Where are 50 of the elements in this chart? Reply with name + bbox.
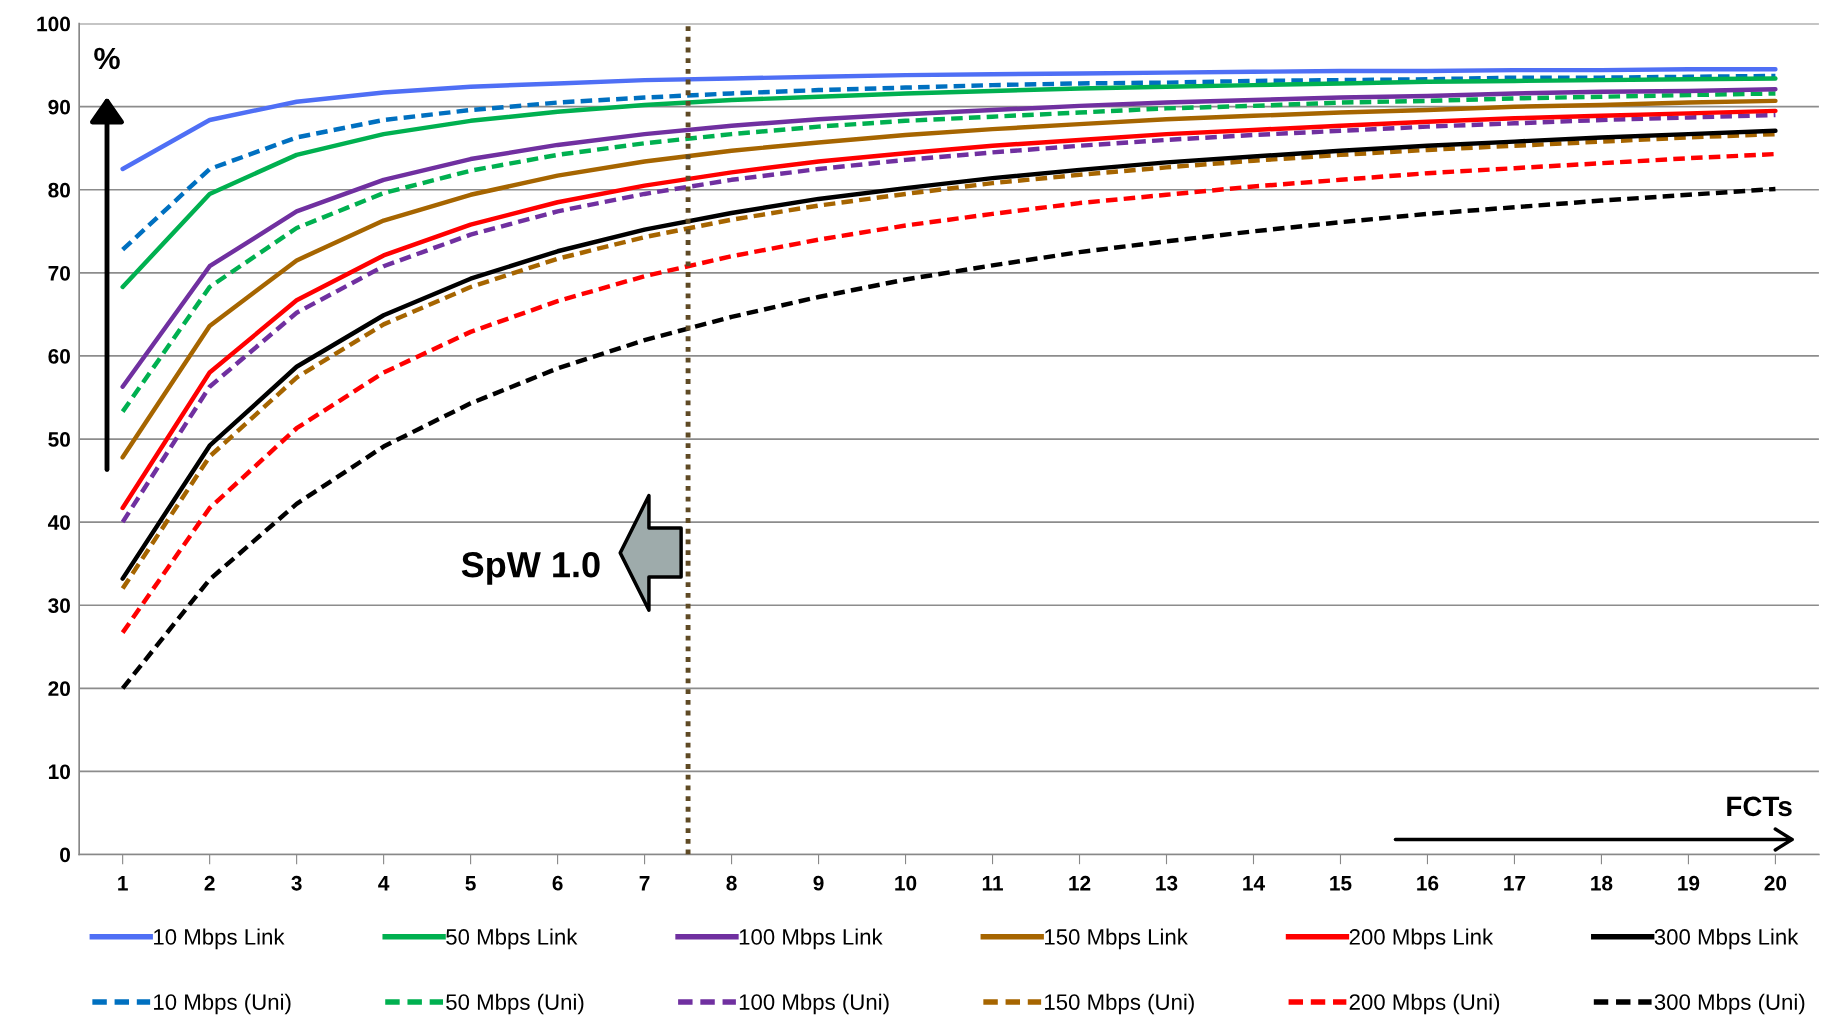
legend-label: 50 Mbps Link xyxy=(446,928,578,950)
x-tick-label: 16 xyxy=(1417,875,1439,891)
line-series xyxy=(120,73,1778,252)
annotation: FCTs xyxy=(1727,796,1792,817)
annotation: % xyxy=(94,47,120,70)
x-tick-label: 9 xyxy=(813,875,824,891)
legend-label: 200 Mbps (Uni) xyxy=(1349,993,1500,1015)
x-tick-label: 15 xyxy=(1330,876,1352,891)
legend-label: 150 Mbps Link xyxy=(1045,928,1188,950)
y-tick-label: 80 xyxy=(48,182,70,198)
x-tick-label: 10 xyxy=(895,875,917,891)
legend-label: 10 Mbps (Uni) xyxy=(154,993,291,1015)
x-tick-label: 19 xyxy=(1678,875,1700,891)
legend-label: 10 Mbps Link xyxy=(154,928,285,950)
x-tick-label: 7 xyxy=(639,876,650,891)
x-tick-label: 2 xyxy=(204,875,215,891)
legend-label: 100 Mbps Link xyxy=(739,928,883,950)
y-tick-label: 0 xyxy=(60,847,70,863)
legend-label: 50 Mbps (Uni) xyxy=(446,993,584,1015)
legend-label: 150 Mbps (Uni) xyxy=(1045,993,1194,1015)
y-tick-label: 100 xyxy=(37,16,70,32)
x-tick-label: 14 xyxy=(1243,876,1265,891)
y-tick-label: 50 xyxy=(48,432,70,447)
annotation: SpW 1.0 xyxy=(461,551,600,585)
x-tick-label: 4 xyxy=(378,876,390,891)
y-tick-label: 30 xyxy=(48,598,70,613)
line-series xyxy=(120,76,1778,290)
x-tick-label: 18 xyxy=(1591,875,1613,891)
x-tick-label: 17 xyxy=(1504,876,1526,891)
x-tick-label: 5 xyxy=(465,876,476,891)
x-tick-label: 12 xyxy=(1069,875,1091,891)
line-series xyxy=(120,67,1778,172)
x-tick-label: 11 xyxy=(982,876,1003,891)
y-tick-label: 70 xyxy=(48,265,70,281)
x-tick-label: 3 xyxy=(291,875,302,891)
x-tick-label: 6 xyxy=(552,875,563,891)
x-tick-label: 1 xyxy=(118,876,128,891)
x-tick-label: 13 xyxy=(1156,875,1178,891)
legend-label: 200 Mbps Link xyxy=(1349,928,1494,950)
y-tick-label: 60 xyxy=(48,348,70,364)
y-tick-label: 40 xyxy=(47,515,70,530)
y-tick-label: 90 xyxy=(48,99,70,115)
x-tick-label: 20 xyxy=(1764,875,1787,891)
y-tick-label: 10 xyxy=(48,764,70,780)
line-series xyxy=(120,186,1778,691)
y-tick-label: 20 xyxy=(48,681,70,697)
legend-label: 300 Mbps (Uni) xyxy=(1654,993,1805,1015)
legend-label: 100 Mbps (Uni) xyxy=(739,993,889,1015)
legend-label: 300 Mbps Link xyxy=(1654,928,1799,950)
x-tick-label: 8 xyxy=(726,875,737,891)
